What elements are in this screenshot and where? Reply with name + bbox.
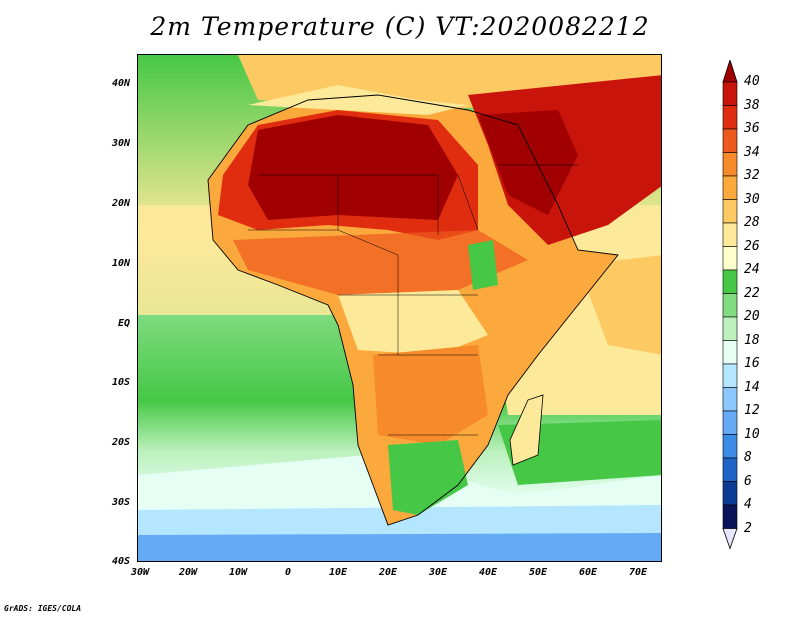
- lat-label-10s: 10S: [111, 377, 130, 388]
- colorbar-segment: [722, 105, 738, 130]
- lon-label-40e: 40E: [478, 567, 498, 578]
- lon-label-20w: 20W: [178, 567, 198, 578]
- colorbar-level-label: 12: [744, 403, 760, 418]
- colorbar-level-label: 20: [744, 309, 760, 324]
- africa-coastline: [207, 94, 619, 526]
- colorbar-segment: [722, 246, 738, 271]
- cool-band-3: [138, 533, 661, 561]
- colorbar-level-label: 28: [744, 215, 760, 230]
- colorbar-segment: [722, 340, 738, 365]
- lat-label-30s: 30S: [111, 497, 130, 508]
- colorbar-segment: [722, 152, 738, 177]
- colorbar-segment: [722, 293, 738, 318]
- colorbar-segment: [722, 128, 738, 153]
- colorbar-level-label: 26: [744, 238, 760, 254]
- arabian-sea-warm: [578, 255, 661, 355]
- colorbar-level-label: 2: [744, 520, 752, 536]
- map-title: 2m Temperature (C) VT:2020082212: [150, 12, 650, 41]
- colorbar-level-label: 36: [744, 121, 760, 136]
- colorbar-segment: [722, 387, 738, 412]
- lon-label-30e: 30E: [428, 567, 448, 578]
- sahel-belt: [233, 230, 528, 295]
- colorbar-level-label: 16: [744, 356, 760, 371]
- lon-label-10e: 10E: [328, 567, 348, 578]
- colorbar-segment: [722, 81, 738, 106]
- colorbar-level-label: 34: [744, 144, 760, 160]
- mediterranean: [248, 85, 468, 115]
- lat-label-10n: 10N: [111, 258, 130, 269]
- colorbar-level-label: 8: [744, 450, 752, 465]
- colorbar-segment: [722, 504, 738, 529]
- arabia-core: [478, 110, 578, 215]
- colorbar: [722, 60, 738, 550]
- colorbar-segment: [722, 175, 738, 200]
- sahara-core: [248, 115, 458, 220]
- colorbar-level-label: 40: [744, 74, 760, 89]
- colorbar-level-label: 10: [744, 426, 760, 442]
- colorbar-bottom-arrow: [722, 528, 738, 550]
- map-panel: [137, 54, 662, 562]
- ethiopia-highlands: [468, 240, 498, 290]
- lat-label-30n: 30N: [111, 138, 130, 149]
- colorbar-segment: [722, 363, 738, 388]
- colorbar-top-arrow: [722, 60, 738, 83]
- lon-label-60e: 60E: [578, 567, 598, 578]
- temperature-map: [138, 55, 661, 561]
- colorbar-segment: [722, 199, 738, 224]
- colorbar-level-label: 18: [744, 332, 760, 348]
- lat-label-20n: 20N: [111, 198, 130, 209]
- lon-label-30w: 30W: [130, 567, 150, 578]
- central-africa: [338, 290, 488, 355]
- colorbar-segment: [722, 457, 738, 482]
- colorbar-level-label: 22: [744, 285, 760, 301]
- colorbar-segment: [722, 481, 738, 506]
- south-africa-green: [388, 440, 468, 515]
- madagascar: [509, 394, 544, 466]
- colorbar-level-label: 32: [744, 168, 760, 183]
- colorbar-level-label: 24: [744, 262, 760, 277]
- colorbar-segment: [722, 434, 738, 459]
- lon-label-50e: 50E: [528, 567, 548, 578]
- lat-label-eq: EQ: [117, 318, 130, 329]
- lat-label-40s: 40S: [111, 556, 130, 567]
- colorbar-segment: [722, 410, 738, 435]
- colorbar-segment: [722, 316, 738, 341]
- colorbar-level-label: 4: [744, 497, 752, 512]
- lon-label-10w: 10W: [228, 567, 248, 578]
- grads-credit: GrADS: IGES/COLA: [4, 604, 82, 613]
- southern-africa-warm: [373, 345, 488, 445]
- lat-label-40n: 40N: [111, 78, 130, 89]
- lat-label-20s: 20S: [111, 437, 130, 448]
- colorbar-level-label: 30: [744, 191, 760, 207]
- colorbar-segment: [722, 269, 738, 294]
- lon-label-20e: 20E: [378, 567, 398, 578]
- colorbar-level-label: 14: [744, 379, 760, 395]
- colorbar-level-label: 38: [744, 97, 760, 113]
- lon-label-70e: 70E: [628, 567, 648, 578]
- country-borders: [248, 164, 578, 436]
- lon-label-0: 0: [284, 567, 292, 578]
- colorbar-segment: [722, 222, 738, 247]
- colorbar-level-label: 6: [744, 473, 752, 489]
